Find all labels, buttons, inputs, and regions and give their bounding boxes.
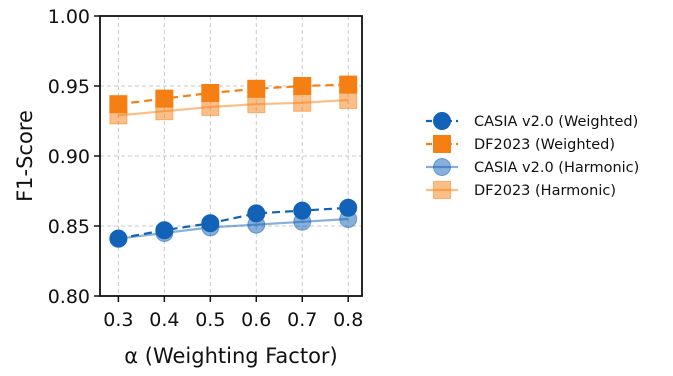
data-point [293,77,312,95]
series-line [118,98,349,117]
legend-marker [433,135,451,153]
x-tick-label: 0.8 [333,309,363,331]
legend-label: DF2023 (Harmonic) [474,183,616,199]
data-point [155,221,174,240]
legend-label: CASIA v2.0 (Harmonic) [474,160,639,176]
data-point [339,198,358,217]
x-tick-label: 0.6 [241,309,271,331]
data-point [293,93,312,112]
series-3 [109,91,358,125]
legend-label: CASIA v2.0 (Weighted) [474,114,638,130]
data-point [201,84,220,102]
series-line [118,217,349,240]
y-tick-label: 0.85 [48,216,90,238]
series-2 [109,210,358,248]
x-tick-label: 0.7 [287,309,317,331]
y-axis-label: F1-Score [13,110,37,202]
data-point [109,95,128,114]
data-point [155,89,174,108]
legend-item: DF2023 (Weighted) [426,135,615,153]
plot-frame [99,15,363,297]
legend-item: CASIA v2.0 (Harmonic) [426,158,639,176]
series-layer [109,75,358,248]
legend-marker [433,112,451,130]
grid [100,15,362,297]
series-0 [109,198,358,248]
ticks: 0.80 0.85 0.90 0.95 1.00 0.3 0.4 0.5 0.6 0.7 0.8 [48,6,364,331]
y-tick-label: 0.95 [48,76,90,98]
data-point [201,214,220,233]
y-tick-label: 0.90 [48,146,90,168]
y-tick-label: 0.80 [48,286,90,308]
y-tick-label: 1.00 [48,6,90,28]
data-point [247,95,266,114]
data-point [293,201,312,220]
legend: CASIA v2.0 (Weighted) DF2023 (Weighted) CA… [426,112,639,199]
series-1 [109,75,358,114]
data-point [247,79,266,98]
data-point [339,75,358,94]
x-tick-label: 0.4 [149,309,179,331]
x-tick-label: 0.3 [103,309,133,331]
legend-label: DF2023 (Weighted) [474,137,615,153]
legend-marker [433,181,451,199]
data-point [339,91,358,109]
data-point [247,204,266,223]
legend-marker [433,158,451,176]
legend-item: DF2023 (Harmonic) [426,181,616,199]
x-axis-label: α (Weighting Factor) [124,344,338,368]
data-point [109,229,128,248]
legend-item: CASIA v2.0 (Weighted) [426,112,638,130]
x-tick-label: 0.5 [195,309,225,331]
